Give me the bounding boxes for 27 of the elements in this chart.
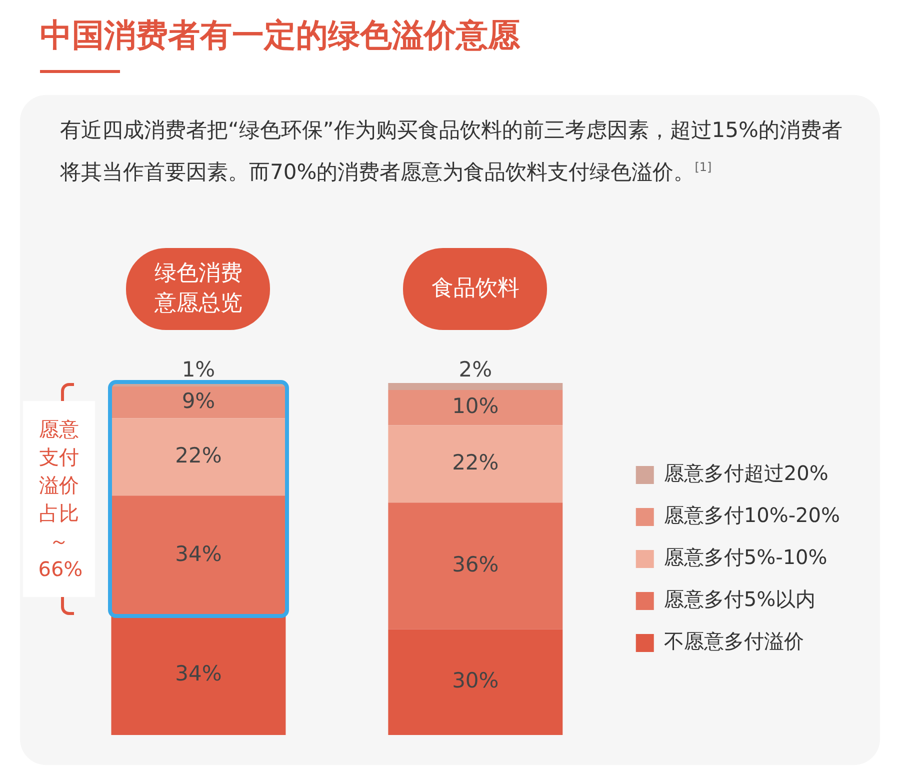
data-label: 34%	[175, 662, 222, 686]
x-tick-label: 绿色消费意愿总览	[153, 260, 244, 318]
bar	[111, 386, 286, 418]
legend-label: 愿意多付5%以内	[664, 587, 816, 612]
data-label: 30%	[452, 668, 499, 693]
bar	[111, 418, 286, 496]
bar	[388, 425, 563, 503]
data-label: 2%	[458, 357, 492, 382]
bar	[388, 383, 563, 390]
data-label: 9%	[182, 388, 216, 413]
annotation: 愿意支付溢价占比～66%	[38, 416, 83, 584]
data-label: 22%	[452, 450, 499, 474]
data-label: 22%	[175, 443, 222, 468]
chart-subtitle: 有近四成消费者把“绿色环保”作为购买食品饮料的前三考虑因素，超过15%的消费者将其当作首要因素。而70%的消费者愿意为食品饮料支付绿色溢价。$^{[1]}$	[60, 117, 844, 186]
data-label: 36%	[452, 552, 499, 576]
legend-label: 愿意多付5%-10%	[664, 545, 828, 570]
data-label: 1%	[182, 357, 216, 382]
x-tick-label: 食品饮料	[431, 275, 520, 303]
data-label: 10%	[452, 394, 499, 418]
data-label: 34%	[175, 542, 222, 566]
bar	[388, 502, 563, 630]
legend-label: 愿意多付超过20%	[664, 461, 828, 486]
legend-label: 不愿意多付溢价	[664, 629, 804, 654]
chart-title: 中国消费者有一定的绿色溢价意愿	[40, 15, 520, 56]
bar	[388, 629, 563, 735]
legend-label: 愿意多付10%-20%	[664, 503, 840, 528]
bar	[388, 390, 563, 426]
